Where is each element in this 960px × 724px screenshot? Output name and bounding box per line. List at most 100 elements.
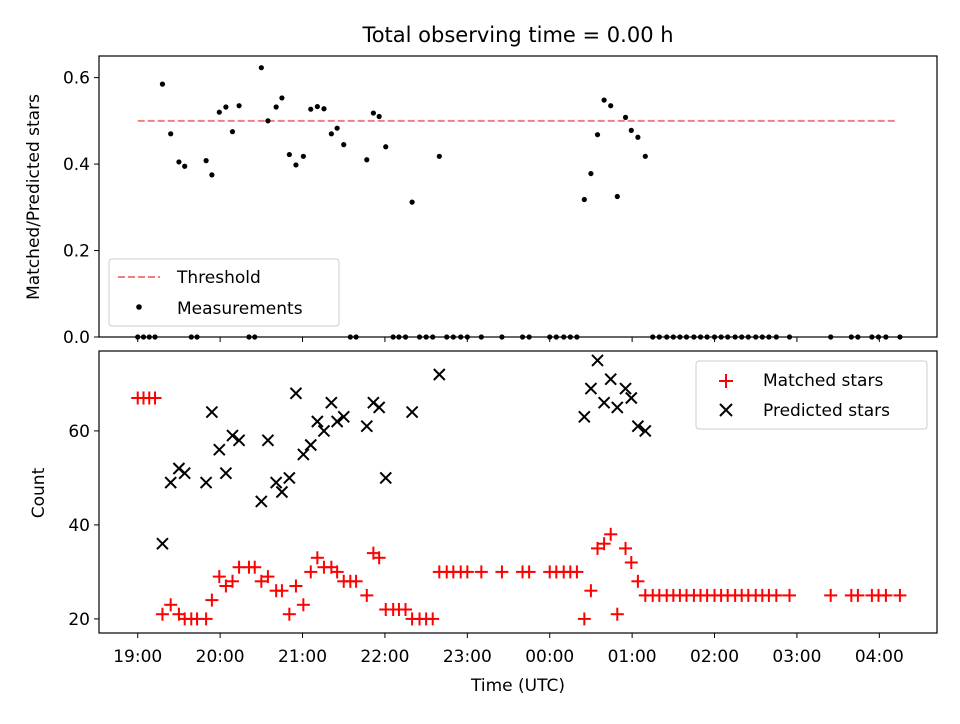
measurement-point	[258, 65, 264, 71]
matched-star-point	[199, 612, 213, 626]
matched-star-point	[597, 537, 611, 551]
measurement-point	[182, 163, 188, 169]
predicted-star-point	[631, 419, 645, 433]
figure-title: Total observing time = 0.00 h	[361, 23, 673, 47]
measurement-point	[376, 113, 382, 120]
matched-star-point	[296, 598, 310, 612]
top-y-tick-label: 0.4	[63, 155, 90, 175]
predicted-star-point	[330, 415, 344, 428]
predicted-star-point	[597, 396, 611, 409]
bottom-legend-matched-label: Matched stars	[763, 371, 883, 391]
measurement-point	[622, 114, 629, 120]
matched-star-point	[824, 588, 838, 602]
predicted-star-point	[283, 471, 296, 485]
top-panel-x-ticks	[137, 337, 880, 342]
bottom-panel-y-label: Count	[29, 467, 49, 518]
predicted-star-point	[372, 401, 386, 414]
bottom-x-tick-label: 23:00	[443, 647, 492, 667]
predicted-star-point	[199, 476, 213, 489]
matched-star-point	[261, 570, 275, 584]
measurement-point	[209, 172, 215, 178]
measurement-point	[594, 132, 601, 138]
predicted-star-point	[232, 434, 246, 447]
measurement-point	[334, 125, 340, 131]
matched-star-point	[219, 579, 233, 593]
matched-star-point	[474, 565, 488, 579]
measurement-point	[601, 97, 607, 103]
predicted-star-point	[625, 391, 638, 405]
bottom-legend-matched-swatch	[719, 374, 733, 388]
measurement-point	[383, 144, 389, 150]
bottom-y-tick-label: 60	[68, 422, 90, 442]
measurement-point	[265, 118, 271, 124]
matched-star-point	[495, 565, 509, 579]
bottom-x-tick-label: 20:00	[196, 647, 245, 667]
top-legend-measurements-swatch	[136, 304, 142, 310]
top-panel-frame	[98, 55, 938, 338]
predicted-star-point	[213, 443, 226, 456]
predicted-star-point	[360, 419, 374, 433]
measurement-point	[203, 158, 209, 164]
matched-star-point	[604, 527, 618, 541]
top-y-tick-label: 0.0	[63, 328, 90, 348]
measurement-point	[409, 199, 415, 205]
measurement-point	[635, 134, 641, 140]
matched-star-point	[851, 588, 865, 602]
matched-star-point	[570, 565, 584, 579]
matched-star-point	[584, 584, 598, 598]
measurement-point	[436, 153, 442, 159]
x-axis-label: Time (UTC)	[470, 676, 565, 696]
predicted-star-point	[604, 372, 617, 386]
measurement-point	[279, 95, 285, 101]
predicted-star-point	[275, 485, 289, 499]
matched-star-point	[155, 607, 169, 621]
measurement-point	[176, 159, 182, 165]
measurement-point	[223, 104, 229, 110]
bottom-panel: 20 40 60 19:00 20:00 21:00 22:00 23:00 00:00 01:…	[29, 350, 938, 696]
bottom-x-tick-label: 02:00	[690, 647, 739, 667]
predicted-star-point	[205, 405, 219, 419]
matched-star-point	[205, 593, 219, 607]
bottom-x-tick-label: 00:00	[525, 647, 574, 667]
predicted-star-point	[578, 410, 591, 424]
predicted-star-point	[611, 401, 624, 414]
predicted-star-point	[255, 495, 268, 508]
top-legend-threshold-label: Threshold	[176, 268, 261, 288]
bottom-legend-predicted-swatch	[719, 403, 733, 417]
predicted-star-point	[619, 382, 632, 395]
top-legend-measurements-label: Measurements	[177, 299, 303, 319]
top-panel-y-label: Matched/Predicted stars	[24, 94, 44, 300]
matched-star-point	[460, 565, 474, 579]
predicted-star-point	[317, 424, 331, 438]
matched-star-point	[360, 588, 374, 602]
predicted-star-point	[405, 405, 419, 419]
bottom-legend: Matched stars Predicted stars	[695, 360, 928, 430]
predicted-star-point	[219, 466, 233, 480]
matched-star-point	[577, 612, 591, 626]
matched-star-point	[304, 565, 318, 579]
measurement-point	[628, 127, 634, 133]
bottom-legend-box	[695, 360, 928, 430]
measurement-point	[364, 157, 370, 163]
matched-star-point	[610, 607, 624, 621]
predicted-star-point	[325, 396, 338, 409]
top-panel-y-ticks: 0.0 0.2 0.4 0.6	[63, 69, 99, 348]
bottom-x-tick-label: 19:00	[113, 647, 162, 667]
bottom-legend-predicted-label: Predicted stars	[763, 401, 890, 421]
predicted-star-point	[311, 415, 324, 428]
matched-star-point	[619, 541, 633, 555]
measurement-point	[321, 106, 327, 112]
predicted-star-point	[269, 476, 283, 489]
predicted-star-point	[584, 382, 598, 395]
matched-star-point	[522, 565, 536, 579]
matched-star-point	[254, 574, 268, 588]
predicted-star-point	[289, 387, 303, 400]
matched-star-point	[426, 612, 440, 626]
bottom-x-tick-label: 04:00	[855, 647, 904, 667]
bottom-y-tick-label: 20	[68, 610, 90, 630]
bottom-panel-marks	[131, 354, 907, 626]
matched-star-point	[148, 391, 162, 405]
predicted-star-point	[226, 429, 239, 442]
measurement-point	[608, 103, 614, 109]
matched-star-point	[624, 556, 638, 569]
